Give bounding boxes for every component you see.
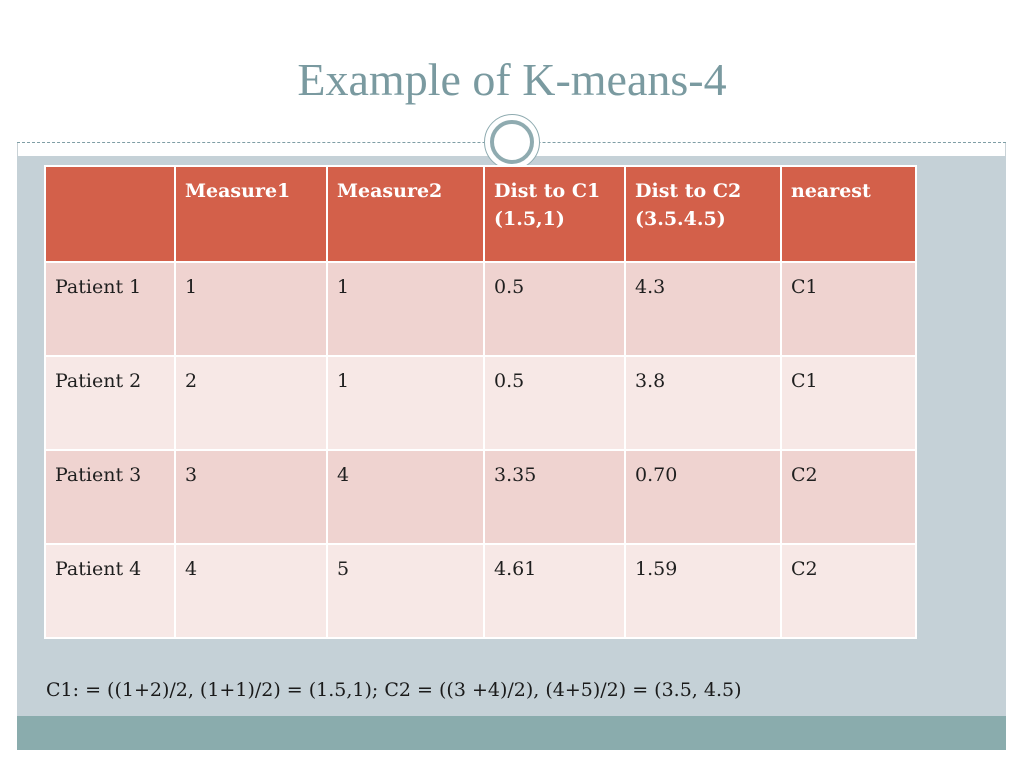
header-cell-measure1: Measure1 <box>174 165 328 263</box>
table-cell: 4 <box>174 543 328 639</box>
table-row: Patient 1 1 1 0.5 4.3 C1 <box>44 261 917 357</box>
table-cell: Patient 1 <box>44 261 176 357</box>
table-cell: 0.70 <box>624 449 782 545</box>
header-cell-dist-c1: Dist to C1 (1.5,1) <box>483 165 626 263</box>
header-cell-nearest: nearest <box>780 165 917 263</box>
table-cell: C2 <box>780 449 917 545</box>
table-cell: C2 <box>780 543 917 639</box>
table-cell: 4 <box>326 449 485 545</box>
centroid-formula-note: C1: = ((1+2)/2, (1+1)/2) = (1.5,1); C2 =… <box>46 679 742 701</box>
table-cell: 3.8 <box>624 355 782 451</box>
table-cell: 2 <box>174 355 328 451</box>
footer-band <box>17 716 1006 750</box>
ring-ornament-icon <box>484 114 540 170</box>
header-cell-row-label <box>44 165 176 263</box>
table-cell: 1 <box>174 261 328 357</box>
table-cell: Patient 4 <box>44 543 176 639</box>
table-cell: 3 <box>174 449 328 545</box>
kmeans-table: Measure1 Measure2 Dist to C1 (1.5,1) Dis… <box>44 165 917 639</box>
table-cell: Patient 2 <box>44 355 176 451</box>
table-cell: 5 <box>326 543 485 639</box>
table-cell: 3.35 <box>483 449 626 545</box>
table-cell: 4.3 <box>624 261 782 357</box>
table-cell: Patient 3 <box>44 449 176 545</box>
table-cell: 0.5 <box>483 355 626 451</box>
table-header-row: Measure1 Measure2 Dist to C1 (1.5,1) Dis… <box>44 165 917 263</box>
table-cell: C1 <box>780 355 917 451</box>
slide-title: Example of K-means-4 <box>297 54 727 105</box>
table-cell: 1 <box>326 261 485 357</box>
table-cell: 1 <box>326 355 485 451</box>
table-row: Patient 3 3 4 3.35 0.70 C2 <box>44 449 917 545</box>
table-row: Patient 4 4 5 4.61 1.59 C2 <box>44 543 917 639</box>
table-row: Patient 2 2 1 0.5 3.8 C1 <box>44 355 917 451</box>
table-cell: 4.61 <box>483 543 626 639</box>
header-cell-measure2: Measure2 <box>326 165 485 263</box>
header-cell-dist-c2: Dist to C2 (3.5.4.5) <box>624 165 782 263</box>
table-cell: 0.5 <box>483 261 626 357</box>
table-cell: 1.59 <box>624 543 782 639</box>
table-cell: C1 <box>780 261 917 357</box>
